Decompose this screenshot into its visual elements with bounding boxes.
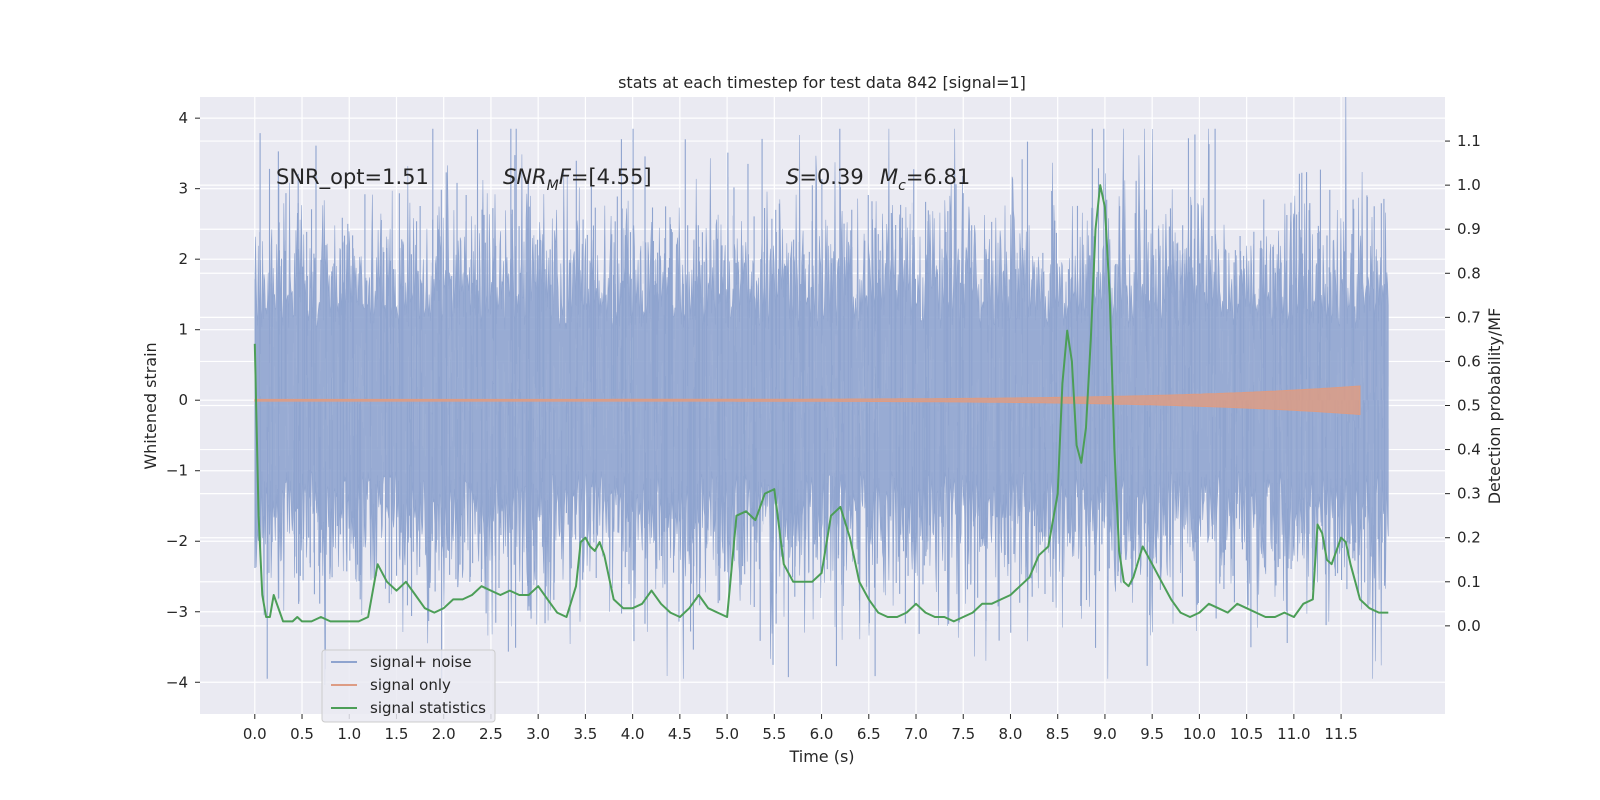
legend: signal+ noise signal only signal statist… bbox=[321, 649, 496, 723]
annotation-snr-mf: SNRMF=[4.55] bbox=[503, 165, 652, 194]
x-tick-label: 1.5 bbox=[385, 725, 409, 743]
y2-tick-label: 0.0 bbox=[1457, 617, 1481, 635]
x-tick-label: 9.5 bbox=[1140, 725, 1164, 743]
y2-tick-label: 0.6 bbox=[1457, 352, 1481, 370]
signal-statistics-series bbox=[253, 184, 1389, 623]
y-tick-label: 0 bbox=[178, 391, 188, 409]
x-tick-label: 5.5 bbox=[762, 725, 786, 743]
x-tick-label: 10.5 bbox=[1230, 725, 1263, 743]
x-tick-label: 6.5 bbox=[857, 725, 881, 743]
x-tick-label: 10.0 bbox=[1183, 725, 1216, 743]
signal-only-series bbox=[254, 385, 1361, 416]
x-tick-label: 6.0 bbox=[810, 725, 834, 743]
x-tick-label: 11.5 bbox=[1324, 725, 1357, 743]
annotation-mc-main: M bbox=[880, 165, 898, 189]
x-axis-label: Time (s) bbox=[788, 747, 854, 766]
x-tick-label: 7.5 bbox=[951, 725, 975, 743]
y2-tick-label: 0.9 bbox=[1457, 220, 1481, 238]
y-axis-ticks: −4 −3 −2 −1 0 1 2 3 4 bbox=[166, 109, 200, 691]
y2-tick-label: 0.8 bbox=[1457, 264, 1481, 282]
y2-tick-label: 1.1 bbox=[1457, 132, 1481, 150]
y-tick-label: 3 bbox=[178, 180, 188, 198]
y2-tick-label: 0.1 bbox=[1457, 573, 1481, 591]
x-tick-label: 11.0 bbox=[1277, 725, 1310, 743]
x-tick-label: 9.0 bbox=[1093, 725, 1117, 743]
annotation-s-main: S bbox=[786, 165, 799, 189]
legend-label-signal-only: signal only bbox=[370, 676, 451, 694]
annotation-s-value: =0.39 bbox=[799, 165, 863, 189]
y-tick-label: −1 bbox=[166, 462, 188, 480]
x-axis-ticks: 0.0 0.5 1.0 1.5 2.0 2.5 3.0 3.5 4.0 4.5 5.0 5.5 6.0 6… bbox=[243, 714, 1358, 743]
y2-axis-ticks: 0.0 0.1 0.2 0.3 0.4 0.5 0.6 0.7 0.8 0.9 1.0 1.1 bbox=[1445, 132, 1481, 635]
annotation-snr-mf-value: =[4.55] bbox=[571, 165, 652, 189]
annotation-s: S=0.39 bbox=[786, 165, 864, 189]
legend-box bbox=[321, 649, 496, 723]
x-tick-label: 4.0 bbox=[621, 725, 645, 743]
y2-tick-label: 1.0 bbox=[1457, 176, 1481, 194]
annotation-snr-mf-main: SNR bbox=[503, 165, 547, 189]
y-tick-label: −4 bbox=[166, 673, 188, 691]
x-tick-label: 5.0 bbox=[715, 725, 739, 743]
signal-only-envelope bbox=[254, 385, 1361, 416]
x-tick-label: 4.5 bbox=[668, 725, 692, 743]
annotation-snr-opt: SNR_opt=1.51 bbox=[276, 165, 429, 190]
annotation-snr-mf-sub: M bbox=[547, 178, 559, 194]
signal-statistics-line bbox=[253, 184, 1389, 623]
x-tick-label: 3.0 bbox=[526, 725, 550, 743]
x-tick-label: 8.5 bbox=[1046, 725, 1070, 743]
annotation-mc-sub: c bbox=[898, 178, 906, 194]
y-tick-label: −2 bbox=[166, 532, 188, 550]
annotation-mc-value: =6.81 bbox=[906, 165, 970, 189]
chart-title: stats at each timestep for test data 842… bbox=[618, 73, 1026, 92]
y2-tick-label: 0.7 bbox=[1457, 308, 1481, 326]
x-tick-label: 7.0 bbox=[904, 725, 928, 743]
x-tick-label: 2.0 bbox=[432, 725, 456, 743]
y-tick-label: 1 bbox=[178, 321, 188, 339]
legend-label-signal-statistics: signal statistics bbox=[370, 699, 486, 717]
y-tick-label: −3 bbox=[166, 603, 188, 621]
x-tick-label: 8.0 bbox=[999, 725, 1023, 743]
y-axis-label: Whitened strain bbox=[141, 342, 160, 469]
x-tick-label: 3.5 bbox=[573, 725, 597, 743]
y2-axis-label: Detection probability/MF bbox=[1485, 308, 1504, 505]
y2-tick-label: 0.3 bbox=[1457, 485, 1481, 503]
x-tick-label: 2.5 bbox=[479, 725, 503, 743]
x-tick-label: 0.0 bbox=[243, 725, 267, 743]
legend-label-signal-noise: signal+ noise bbox=[370, 653, 472, 671]
y2-tick-label: 0.5 bbox=[1457, 397, 1481, 415]
y-tick-label: 4 bbox=[178, 109, 188, 127]
y-tick-label: 2 bbox=[178, 250, 188, 268]
x-tick-label: 1.0 bbox=[337, 725, 361, 743]
annotation-snr-mf-f: F bbox=[559, 165, 572, 189]
y2-tick-label: 0.2 bbox=[1457, 529, 1481, 547]
y2-tick-label: 0.4 bbox=[1457, 441, 1481, 459]
annotation-mc: Mc=6.81 bbox=[880, 165, 970, 194]
x-tick-label: 0.5 bbox=[290, 725, 314, 743]
